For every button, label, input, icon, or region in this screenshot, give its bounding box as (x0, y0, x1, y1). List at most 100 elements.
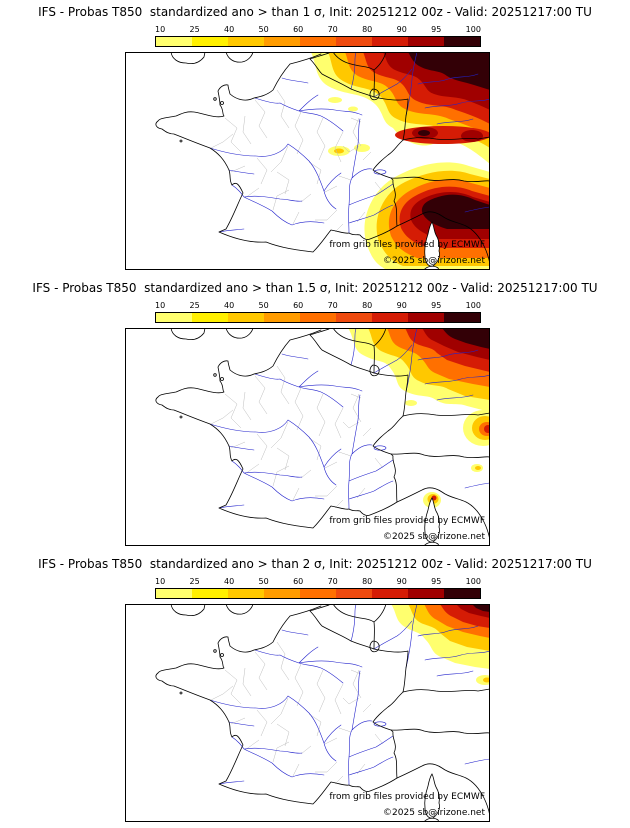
probability-spot (461, 130, 483, 142)
panel-2sigma: IFS - Probas T850 standardized ano > tha… (0, 552, 630, 828)
colorbar-tick: 90 (396, 301, 407, 310)
colorbar-tick: 95 (431, 577, 442, 586)
colorbar-tick: 60 (293, 301, 304, 310)
colorbar-tick: 25 (189, 301, 200, 310)
colorbar-segment (300, 313, 336, 322)
map-2sigma: from grib files provided by ECMWF ©2025 … (125, 604, 490, 822)
colorbar-segment (264, 37, 300, 46)
probability-spot (418, 130, 430, 136)
probability-contour (421, 194, 490, 229)
colorbar-segment (156, 589, 192, 598)
colorbar-tick: 25 (189, 577, 200, 586)
colorbar-segment (372, 313, 408, 322)
colorbar-tick: 90 (396, 25, 407, 34)
map-frame (125, 604, 490, 822)
map-frame (125, 328, 490, 546)
colorbar-gradient (155, 312, 481, 323)
colorbar-tick: 40 (224, 25, 235, 34)
colorbar-segment (408, 37, 444, 46)
colorbar-segment (192, 313, 228, 322)
panel-title: IFS - Probas T850 standardized ano > tha… (32, 281, 598, 295)
colorbar-tick: 40 (224, 301, 235, 310)
colorbar-segment (372, 589, 408, 598)
credit-provider: from grib files provided by ECMWF (329, 516, 485, 526)
colorbar-tick: 95 (431, 301, 442, 310)
probability-field-2sigma (391, 604, 490, 685)
colorbar-gradient (155, 36, 481, 47)
colorbar-segment (264, 313, 300, 322)
colorbar-tick: 70 (327, 25, 338, 34)
colorbar-segment (300, 589, 336, 598)
colorbar-tick: 50 (258, 25, 269, 34)
panel-title: IFS - Probas T850 standardized ano > tha… (38, 557, 592, 571)
probability-spot (354, 144, 370, 152)
credit-provider: from grib files provided by ECMWF (329, 240, 485, 250)
colorbar-segment (228, 589, 264, 598)
colorbar-tick: 40 (224, 577, 235, 586)
colorbar-tick: 100 (465, 25, 481, 34)
colorbar-segment (336, 313, 372, 322)
map-canvas-1sigma (125, 52, 490, 270)
panel-1sigma: IFS - Probas T850 standardized ano > tha… (0, 0, 630, 276)
probability-spot (334, 148, 344, 154)
colorbar-tick: 25 (189, 25, 200, 34)
probability-spot (348, 106, 358, 112)
probability-spot (328, 97, 342, 103)
colorbar-segment (192, 589, 228, 598)
credit-provider: from grib files provided by ECMWF (329, 792, 485, 802)
colorbar-segment (192, 37, 228, 46)
colorbar-gradient (155, 588, 481, 599)
probability-contour (442, 328, 490, 349)
colorbar-segment (444, 313, 480, 322)
colorbar-tick: 100 (465, 577, 481, 586)
colorbar-tick-labels: 10 25 40 50 60 70 80 90 95 100 (155, 577, 481, 587)
colorbar-tick-labels: 10 25 40 50 60 70 80 90 95 100 (155, 301, 481, 311)
panel-title: IFS - Probas T850 standardized ano > tha… (38, 5, 592, 19)
colorbar-segment (264, 589, 300, 598)
colorbar-segment (300, 37, 336, 46)
colorbar-tick: 70 (327, 301, 338, 310)
probability-spot (475, 466, 481, 470)
colorbar-tick: 80 (362, 301, 373, 310)
colorbar-tick: 50 (258, 577, 269, 586)
colorbar-tick: 10 (155, 301, 166, 310)
colorbar-segment (372, 37, 408, 46)
colorbar-segment (156, 313, 192, 322)
colorbar-tick: 60 (293, 25, 304, 34)
colorbar-tick: 95 (431, 25, 442, 34)
credit-copyright: ©2025 sb@irizone.net (383, 808, 485, 818)
colorbar-tick: 10 (155, 25, 166, 34)
probability-colorbar: 10 25 40 50 60 70 80 90 95 100 (155, 25, 481, 47)
map-canvas-2sigma (125, 604, 490, 822)
colorbar-segment (444, 37, 480, 46)
map-canvas-1-5sigma (125, 328, 490, 546)
map-1-5sigma: from grib files provided by ECMWF ©2025 … (125, 328, 490, 546)
colorbar-segment (156, 37, 192, 46)
probability-contour (408, 52, 490, 90)
colorbar-tick: 100 (465, 301, 481, 310)
colorbar-segment (228, 313, 264, 322)
colorbar-segment (336, 37, 372, 46)
colorbar-segment (444, 589, 480, 598)
probability-colorbar: 10 25 40 50 60 70 80 90 95 100 (155, 301, 481, 323)
colorbar-tick: 90 (396, 577, 407, 586)
credit-copyright: ©2025 sb@irizone.net (383, 532, 485, 542)
colorbar-tick: 50 (258, 301, 269, 310)
colorbar-tick: 70 (327, 577, 338, 586)
probability-spot (483, 677, 490, 683)
probability-field-1-5sigma (348, 328, 490, 508)
colorbar-tick: 10 (155, 577, 166, 586)
colorbar-segment (408, 313, 444, 322)
map-frame (125, 52, 490, 270)
probability-spot (405, 400, 417, 406)
colorbar-tick: 60 (293, 577, 304, 586)
probability-colorbar: 10 25 40 50 60 70 80 90 95 100 (155, 577, 481, 599)
colorbar-segment (228, 37, 264, 46)
colorbar-segment (408, 589, 444, 598)
map-1sigma: from grib files provided by ECMWF ©2025 … (125, 52, 490, 270)
credit-copyright: ©2025 sb@irizone.net (383, 256, 485, 266)
colorbar-tick: 80 (362, 25, 373, 34)
panel-1-5sigma: IFS - Probas T850 standardized ano > tha… (0, 276, 630, 552)
probability-contour (472, 604, 490, 612)
colorbar-segment (336, 589, 372, 598)
